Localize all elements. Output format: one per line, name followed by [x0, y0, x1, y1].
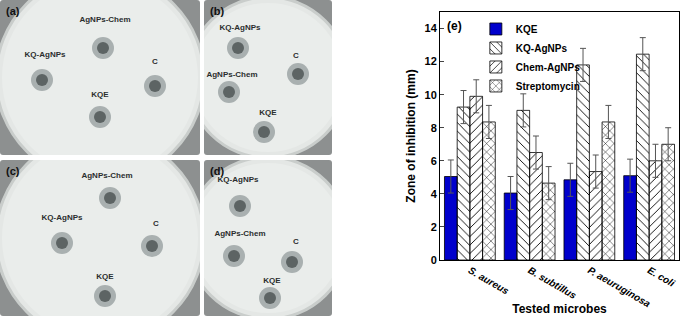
svg-text:KQ-AgNPs: KQ-AgNPs — [218, 175, 259, 184]
svg-text:AgNPs-Chem: AgNPs-Chem — [79, 15, 130, 24]
svg-text:AgNPs-Chem: AgNPs-Chem — [206, 70, 257, 79]
svg-text:Streptomycin: Streptomycin — [516, 81, 580, 92]
svg-text:12: 12 — [425, 55, 437, 67]
svg-text:B. subtillus: B. subtillus — [526, 265, 579, 302]
svg-text:Zone of inhibition (mm): Zone of inhibition (mm) — [404, 69, 418, 202]
svg-text:4: 4 — [431, 188, 438, 200]
svg-text:KQ-AgNPs: KQ-AgNPs — [25, 50, 66, 59]
svg-text:KQE: KQE — [263, 276, 281, 285]
svg-text:6: 6 — [431, 155, 437, 167]
svg-text:(c): (c) — [6, 165, 20, 177]
svg-text:KQE: KQE — [516, 24, 538, 35]
svg-text:Chem-AgNPs: Chem-AgNPs — [516, 62, 580, 73]
svg-text:KQ-AgNPs: KQ-AgNPs — [516, 43, 568, 54]
svg-text:C: C — [152, 57, 158, 66]
svg-text:AgNPs-Chem: AgNPs-Chem — [214, 229, 265, 238]
svg-text:S. aureus: S. aureus — [466, 265, 511, 297]
svg-text:(a): (a) — [6, 5, 20, 17]
svg-text:(b): (b) — [210, 5, 224, 17]
svg-text:KQ-AgNPs: KQ-AgNPs — [220, 23, 261, 32]
svg-text:10: 10 — [425, 89, 437, 101]
svg-text:KQ-AgNPs: KQ-AgNPs — [42, 213, 83, 222]
svg-text:KQE: KQE — [91, 90, 109, 99]
svg-text:KQE: KQE — [96, 272, 114, 281]
svg-text:8: 8 — [431, 122, 437, 134]
svg-text:AgNPs-Chem: AgNPs-Chem — [81, 171, 132, 180]
svg-text:0: 0 — [431, 254, 437, 266]
svg-text:Tested microbes: Tested microbes — [512, 302, 607, 316]
svg-text:C: C — [293, 237, 299, 246]
svg-text:14: 14 — [425, 22, 438, 34]
svg-text:P. aeuruginosa: P. aeuruginosa — [586, 265, 653, 310]
svg-text:(d): (d) — [210, 165, 224, 177]
svg-text:(e): (e) — [447, 19, 462, 33]
svg-text:2: 2 — [431, 221, 437, 233]
svg-text:C: C — [153, 219, 159, 228]
svg-text:E. coli: E. coli — [646, 265, 677, 289]
svg-text:C: C — [293, 51, 299, 60]
svg-text:KQE: KQE — [259, 108, 277, 117]
